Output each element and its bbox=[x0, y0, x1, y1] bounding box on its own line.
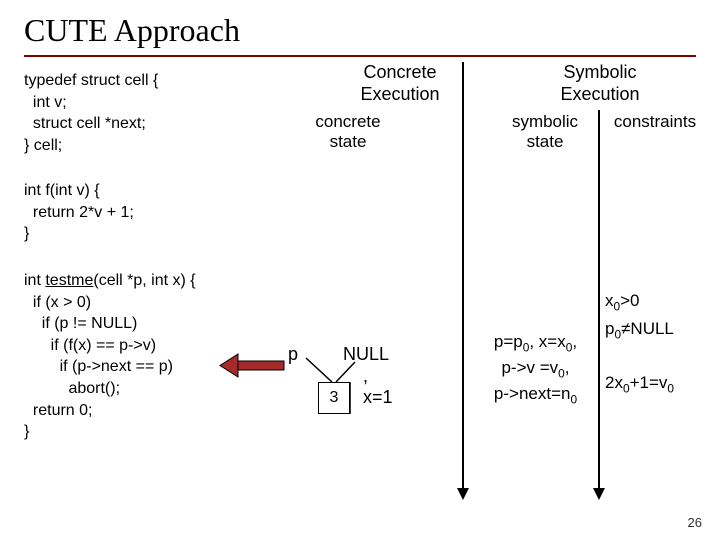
code-pre: int bbox=[24, 272, 45, 289]
divider-line-1 bbox=[462, 62, 464, 492]
subheader-concrete-state: concrete state bbox=[298, 112, 398, 153]
slide-title: CUTE Approach bbox=[24, 12, 696, 57]
code-func-f: int f(int v) { return 2*v + 1; } bbox=[24, 180, 134, 245]
header-symbolic: Symbolic Execution bbox=[540, 62, 660, 105]
code-post: (cell *p, int x) { if (x > 0) if (p != N… bbox=[24, 272, 196, 440]
arrowhead-1 bbox=[456, 488, 470, 502]
divider-line-2 bbox=[598, 110, 600, 492]
code-typedef: typedef struct cell { int v; struct cell… bbox=[24, 70, 158, 156]
red-arrow-icon bbox=[218, 352, 286, 380]
code-testme: int testme(cell *p, int x) { if (x > 0) … bbox=[24, 270, 196, 443]
constraints-values: x0>0p0≠NULL2x0+1=v0 bbox=[605, 288, 674, 398]
code-fn-name: testme bbox=[45, 272, 93, 289]
pointer-lines bbox=[288, 320, 418, 420]
cell-box: 3 bbox=[318, 382, 350, 414]
subheader-symbolic-state: symbolic state bbox=[495, 112, 595, 153]
symbolic-values: p=p0, x=x0,p->v =v0,p->next=n0 bbox=[478, 330, 593, 408]
arrowhead-2 bbox=[592, 488, 606, 502]
subheader-constraints: constraints bbox=[600, 112, 710, 132]
header-concrete: Concrete Execution bbox=[340, 62, 460, 105]
page-number: 26 bbox=[688, 515, 702, 530]
